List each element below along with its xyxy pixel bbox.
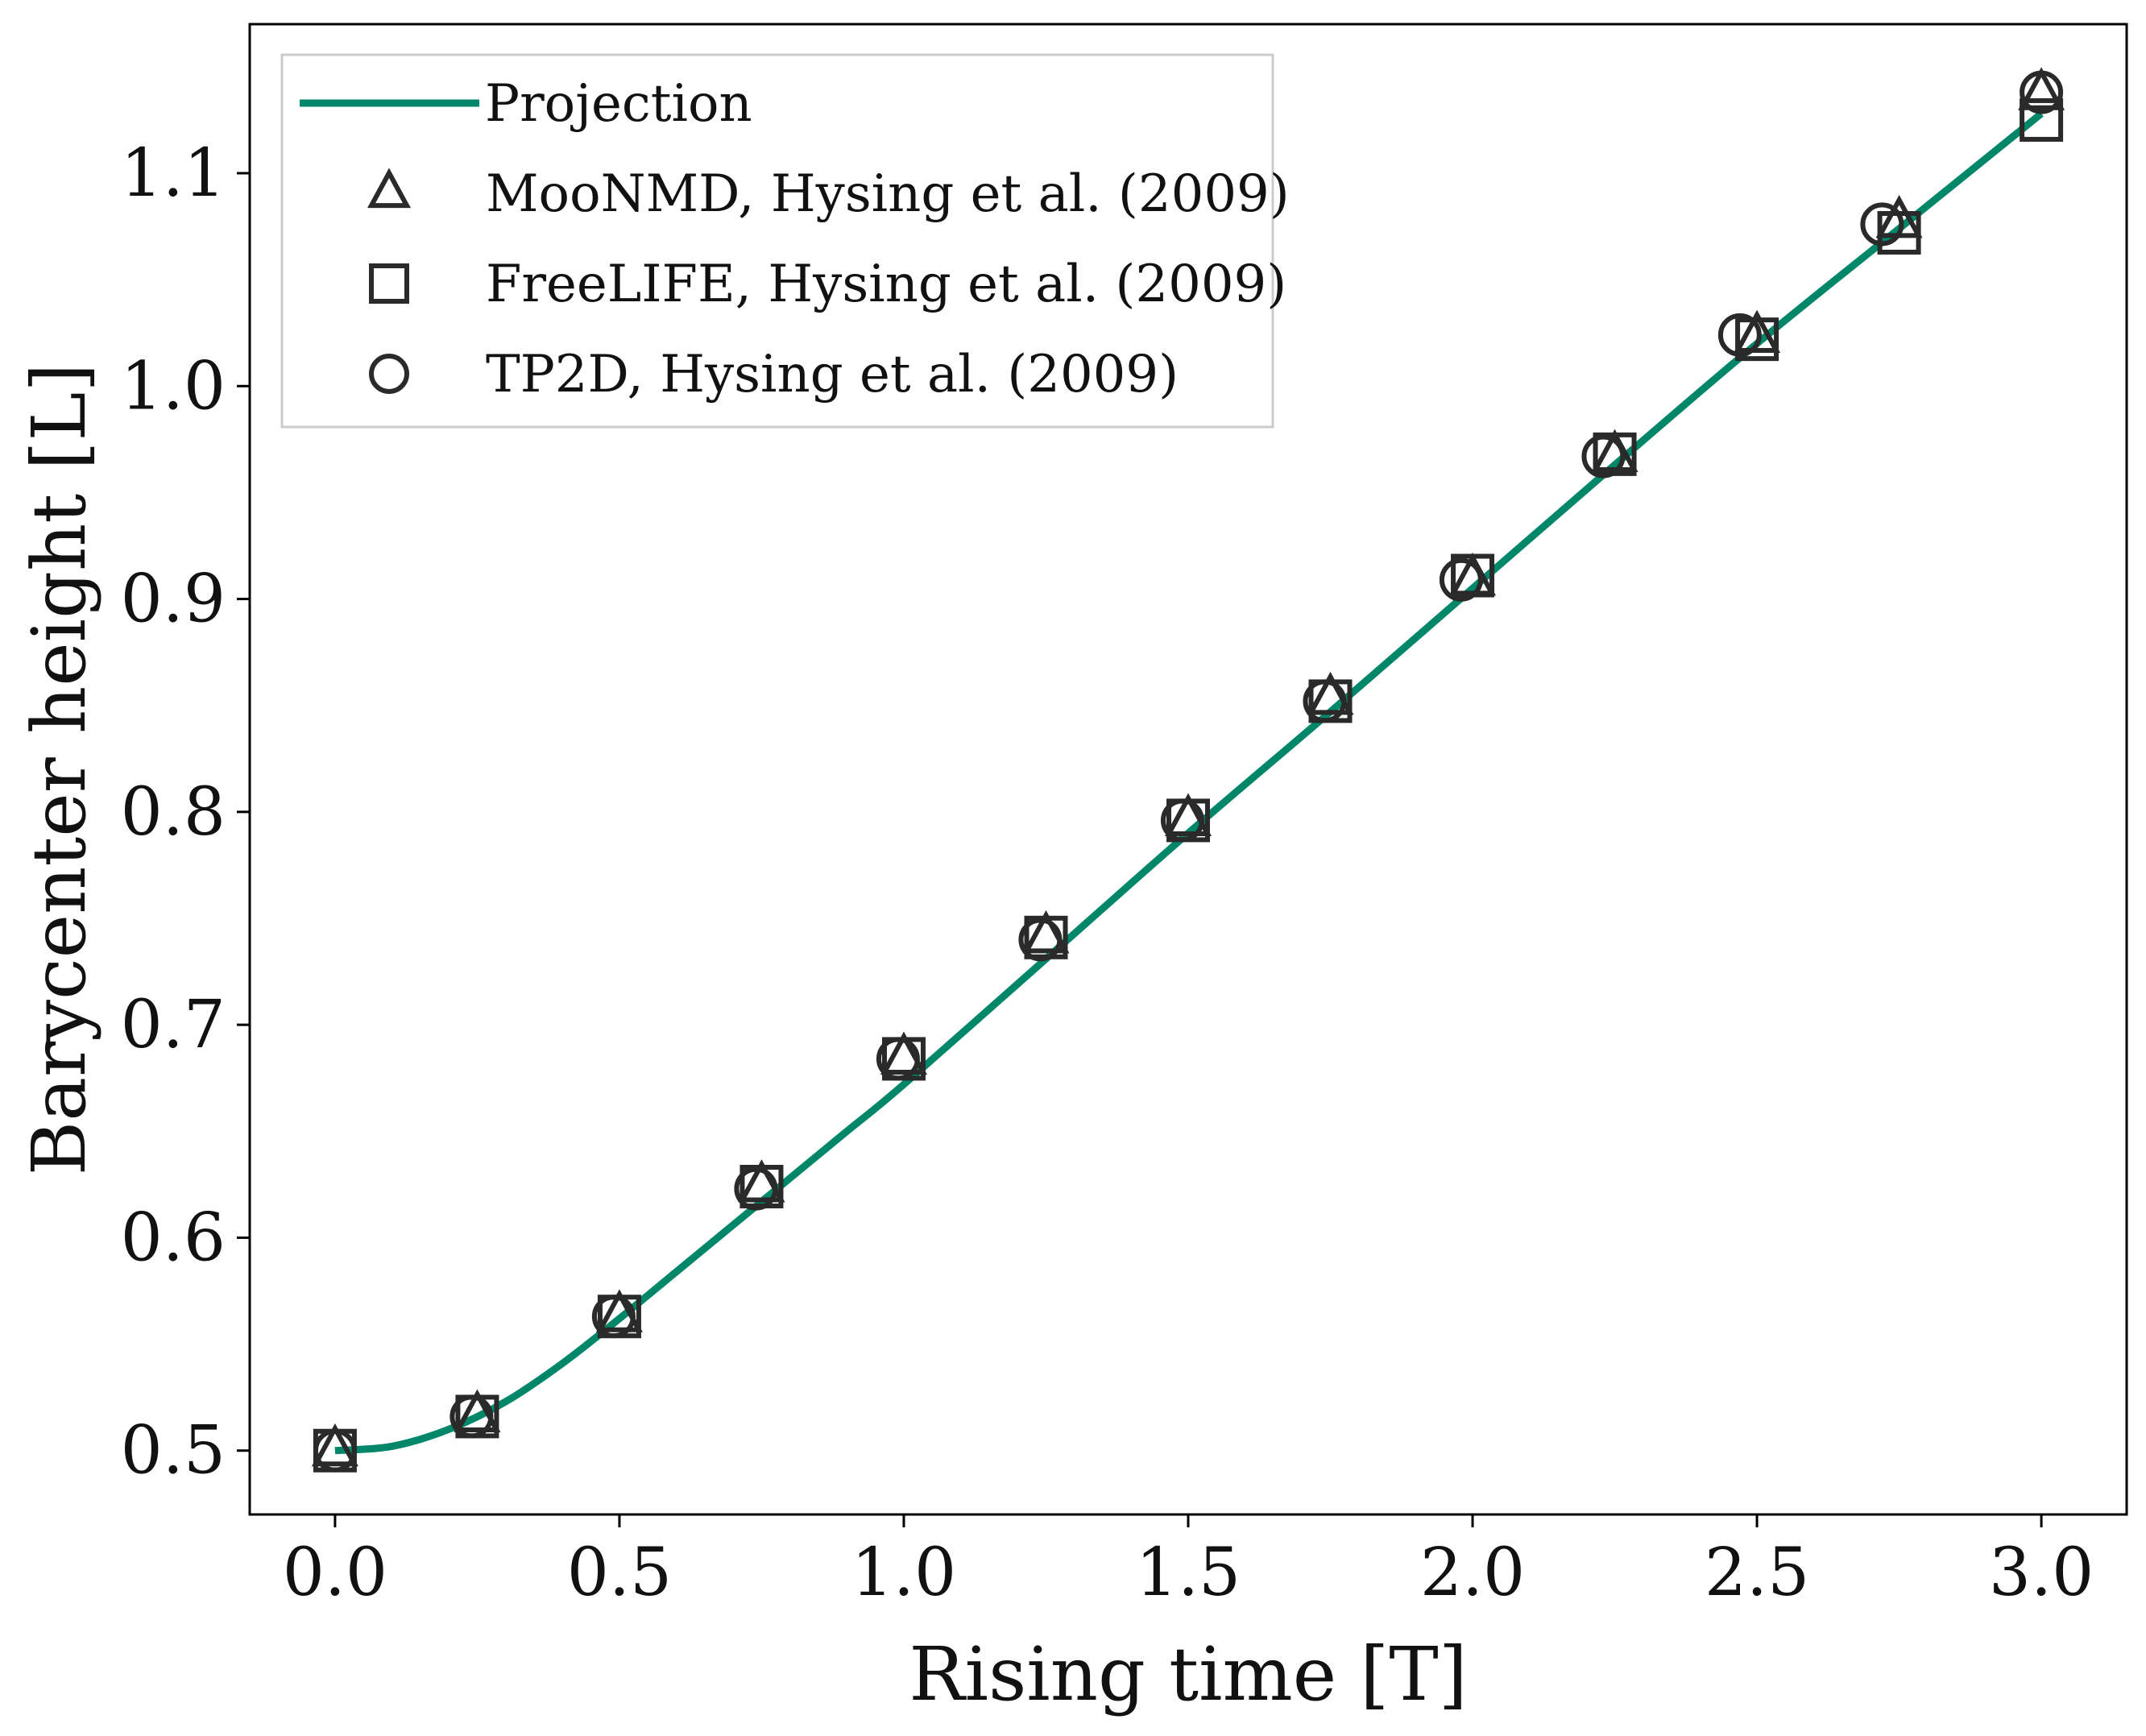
y-tick-label: 0.8	[121, 774, 226, 851]
axis-ticks: 0.0 0.5 1.0 1.5 2.0 2.5 3.0 0.5 0.6 0.7 0.8 0.9 1.0 1…	[121, 135, 2094, 1611]
legend-entry-label: FreeLIFE, Hysing et al. (2009)	[486, 255, 1286, 314]
y-tick-label: 0.6	[121, 1199, 226, 1276]
x-tick-label: 2.0	[1420, 1535, 1525, 1611]
x-tick-label: 2.5	[1705, 1535, 1809, 1611]
x-tick-label: 3.0	[1989, 1535, 2094, 1611]
triangle-marker	[2018, 67, 2065, 110]
x-tick-label: 1.0	[851, 1535, 956, 1611]
square-marker	[369, 263, 409, 304]
triangle-marker	[1022, 909, 1070, 954]
legend: Projection MooNMD, Hysing et al. (2009) Fr…	[280, 53, 1290, 429]
circle-marker	[1439, 557, 1483, 602]
circle-marker	[734, 1166, 778, 1211]
square-marker	[2020, 97, 2064, 142]
circle-marker	[1717, 313, 1762, 357]
x-tick-label: 0.5	[567, 1535, 672, 1611]
legend-entry-label: TP2D, Hysing et al. (2009)	[486, 345, 1179, 404]
circle-marker	[1018, 918, 1063, 962]
circle-marker	[369, 354, 409, 394]
circle-marker	[876, 1037, 920, 1081]
square-marker	[1735, 317, 1779, 362]
y-tick-label: 1.0	[121, 348, 226, 425]
circle-marker	[313, 1428, 357, 1473]
x-tick-label: 1.5	[1136, 1535, 1241, 1611]
y-tick-label: 1.1	[121, 135, 226, 212]
legend-entry-label: MooNMD, Hysing et al. (2009)	[486, 164, 1290, 224]
triangle-marker	[738, 1159, 785, 1203]
triangle-marker	[367, 168, 412, 209]
y-tick-label: 0.7	[121, 987, 226, 1063]
legend-entry-label: Projection	[485, 74, 752, 134]
triangle-marker	[595, 1289, 643, 1332]
y-tick-label: 0.5	[121, 1413, 226, 1489]
triangle-marker	[1164, 793, 1212, 836]
y-axis-label: Barycenter height [L]	[16, 363, 102, 1176]
triangle-marker	[454, 1389, 501, 1432]
triangle-marker	[1307, 671, 1354, 715]
x-axis-label: Rising time [T]	[909, 1631, 1467, 1717]
triangle-marker	[880, 1031, 928, 1075]
circle-marker	[1860, 202, 1904, 247]
y-tick-label: 0.9	[121, 561, 226, 638]
triangle-marker	[311, 1423, 358, 1467]
projection-line	[334, 110, 2044, 1455]
circle-marker	[1160, 798, 1204, 843]
x-tick-label: 0.0	[283, 1535, 387, 1611]
circle-marker	[1303, 679, 1347, 723]
circle-marker	[2020, 70, 2064, 114]
circle-marker	[591, 1295, 636, 1339]
circle-marker	[450, 1394, 494, 1439]
legend-box	[280, 53, 1274, 429]
plot-marks	[311, 67, 2065, 1473]
triangle-marker	[1734, 309, 1781, 354]
circle-marker	[1581, 434, 1626, 479]
